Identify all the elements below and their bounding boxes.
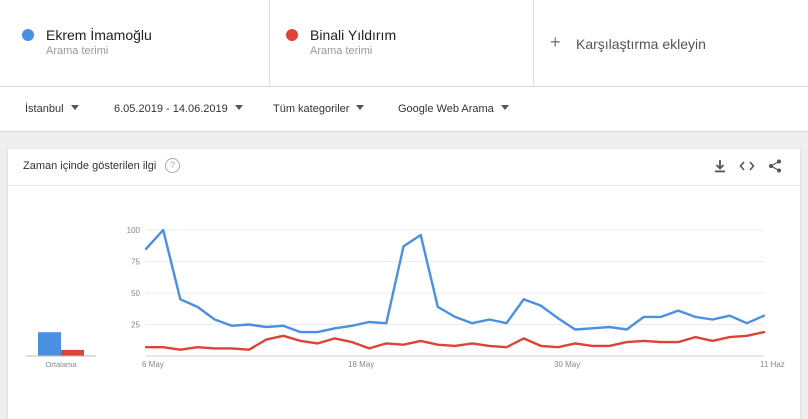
search-term-card-1[interactable]: Ekrem İmamoğlu Arama terimi bbox=[0, 0, 270, 86]
search-type-dropdown[interactable]: Google Web Arama bbox=[398, 103, 509, 115]
y-tick-label: 50 bbox=[131, 289, 140, 298]
interest-chart: Ortalama 100 75 50 25 6 May 18 May 30 May 11 H… bbox=[26, 226, 785, 369]
x-tick-label: 6 May bbox=[142, 360, 164, 369]
series-line bbox=[144, 330, 766, 351]
average-bar bbox=[61, 349, 84, 356]
x-tick-label: 18 May bbox=[348, 360, 374, 369]
card-header: Zaman içinde gösterilen ilgi ? bbox=[8, 149, 800, 186]
chevron-down-icon bbox=[356, 105, 365, 110]
location-dropdown[interactable]: İstanbul bbox=[25, 103, 79, 115]
term-name: Ekrem İmamoğlu bbox=[46, 27, 152, 43]
date-range-label: 6.05.2019 - 14.06.2019 bbox=[114, 103, 228, 115]
filter-bar: İstanbul 6.05.2019 - 14.06.2019 Tüm kate… bbox=[0, 87, 808, 132]
interest-over-time-card: Zaman içinde gösterilen ilgi ? Ortalama … bbox=[8, 149, 800, 419]
term-name: Binali Yıldırım bbox=[310, 27, 397, 43]
search-type-label: Google Web Arama bbox=[398, 103, 494, 115]
chevron-down-icon bbox=[234, 105, 243, 110]
help-icon[interactable]: ? bbox=[165, 158, 180, 173]
plus-icon: + bbox=[550, 32, 561, 52]
compare-header: Ekrem İmamoğlu Arama terimi Binali Yıldı… bbox=[0, 0, 808, 87]
card-title: Zaman içinde gösterilen ilgi bbox=[23, 160, 157, 172]
chevron-down-icon bbox=[70, 105, 79, 110]
add-comparison-label: Karşılaştırma ekleyin bbox=[576, 36, 706, 52]
search-term-card-2[interactable]: Binali Yıldırım Arama terimi bbox=[270, 0, 533, 86]
term-color-dot bbox=[22, 29, 34, 41]
y-tick-label: 25 bbox=[131, 321, 140, 330]
date-range-dropdown[interactable]: 6.05.2019 - 14.06.2019 bbox=[114, 103, 243, 115]
chevron-down-icon bbox=[500, 105, 509, 110]
term-subtitle: Arama terimi bbox=[46, 45, 109, 57]
x-axis-labels: 6 May 18 May 30 May 11 Haz bbox=[142, 360, 785, 369]
x-tick-label: 30 May bbox=[554, 360, 580, 369]
y-tick-label: 75 bbox=[131, 258, 140, 267]
average-bar bbox=[38, 332, 61, 356]
y-tick-label: 100 bbox=[127, 226, 141, 235]
category-dropdown[interactable]: Tüm kategoriler bbox=[273, 103, 365, 115]
share-icon[interactable] bbox=[768, 159, 782, 173]
download-icon[interactable] bbox=[713, 159, 727, 173]
series-line bbox=[144, 228, 766, 334]
add-comparison-button[interactable]: + Karşılaştırma ekleyin bbox=[533, 0, 808, 86]
average-bars: Ortalama bbox=[26, 332, 96, 369]
chart-series bbox=[144, 228, 766, 351]
embed-icon[interactable] bbox=[739, 159, 755, 173]
category-label: Tüm kategoriler bbox=[273, 103, 350, 115]
x-tick-label: 11 Haz bbox=[760, 360, 785, 369]
chart-grid: 100 75 50 25 bbox=[127, 226, 764, 357]
term-color-dot bbox=[286, 29, 298, 41]
term-subtitle: Arama terimi bbox=[310, 45, 373, 57]
location-label: İstanbul bbox=[25, 103, 64, 115]
average-label: Ortalama bbox=[46, 360, 78, 369]
